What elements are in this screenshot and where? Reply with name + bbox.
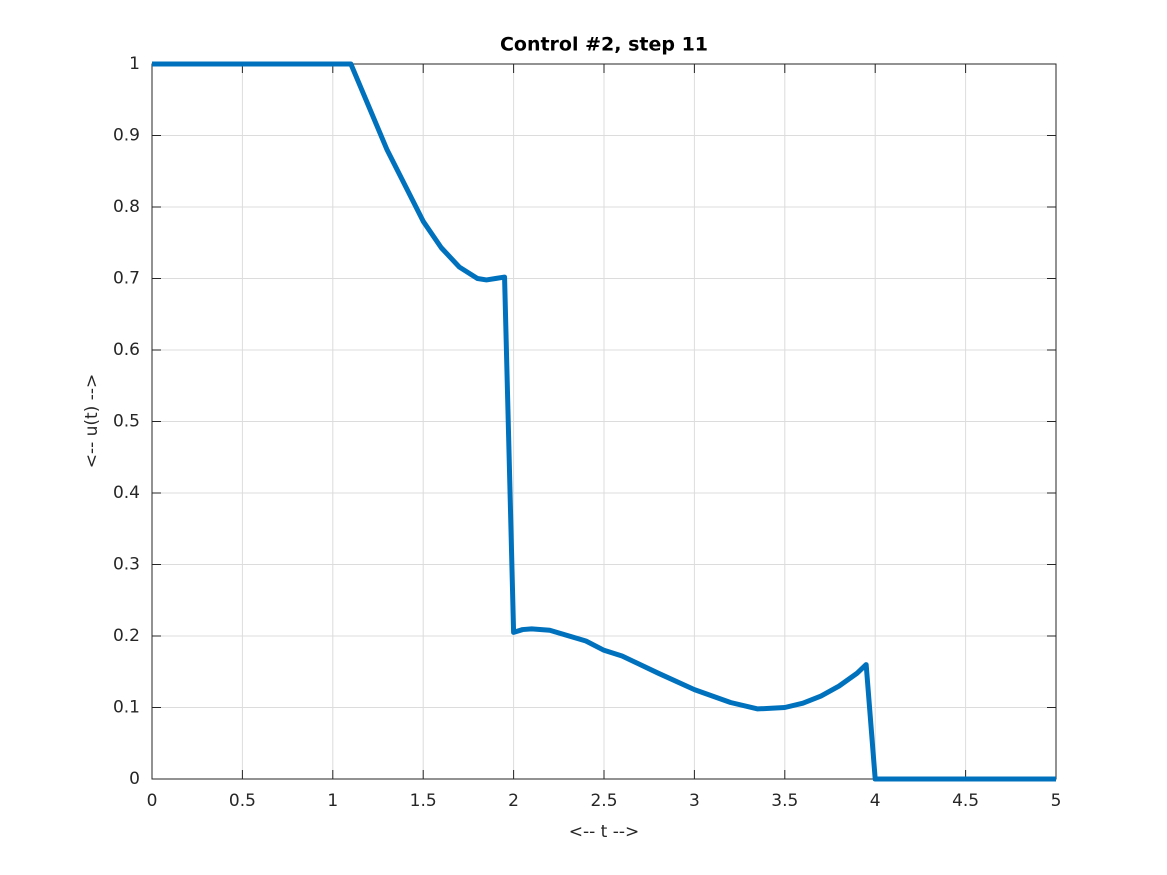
x-tick-label: 1.5 [410,791,437,811]
x-tick-label: 2.5 [590,791,617,811]
y-tick-label: 0.7 [113,269,140,289]
y-tick-label: 0 [129,769,140,789]
data-line [152,61,1056,782]
x-tick-label: 2 [508,791,519,811]
x-tick-label: 4.5 [952,791,979,811]
x-tick-label: 0 [147,791,158,811]
plot-frame [151,63,1057,780]
chart-title: Control #2, step 11 [500,34,708,56]
y-tick-label: 0.3 [113,555,140,575]
x-tick-label: 0.5 [229,791,256,811]
y-tick-label: 0.2 [113,626,140,646]
x-axis-label: <-- t --> [569,822,640,842]
y-tick-label: 0.4 [113,483,140,503]
x-tick-label: 1 [327,791,338,811]
x-tick-label: 3 [689,791,700,811]
y-tick-label: 0.1 [113,698,140,718]
y-tick-label: 0.6 [113,340,140,360]
y-tick-label: 0.9 [113,126,140,146]
x-tick-label: 4 [870,791,881,811]
y-axis-label: <-- u(t) --> [82,374,102,469]
x-tick-label: 3.5 [771,791,798,811]
y-tick-label: 1 [129,54,140,74]
x-tick-label: 5 [1051,791,1062,811]
y-tick-label: 0.5 [113,412,140,432]
y-tick-label: 0.8 [113,197,140,217]
